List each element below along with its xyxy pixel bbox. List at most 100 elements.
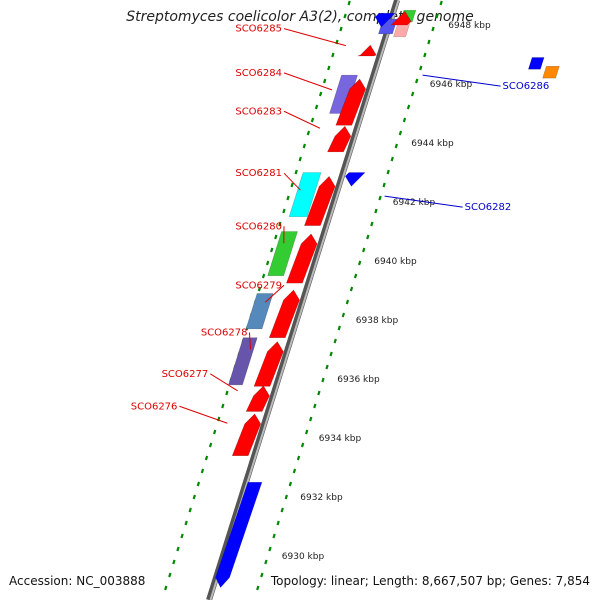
left-dotted-strand xyxy=(265,260,270,266)
left-dotted-strand xyxy=(306,130,311,136)
gene-SCO6284 xyxy=(335,78,367,126)
left-dotted-strand xyxy=(164,585,168,591)
left-label-leader xyxy=(283,28,346,47)
tick-label: 6948 kbp xyxy=(448,21,491,31)
left-dotted-strand xyxy=(180,533,184,539)
gene-gene-top-red xyxy=(390,10,412,26)
tick-label: 6934 kbp xyxy=(319,434,362,444)
left-dotted-strand xyxy=(221,403,225,409)
right-dotted-strand xyxy=(410,91,415,97)
right-dotted-strand xyxy=(280,507,284,513)
gene-label-left: SCO6278 xyxy=(201,328,248,339)
gene-label-left: SCO6276 xyxy=(131,401,178,412)
gene-SCO6282 xyxy=(344,172,366,187)
right-dotted-strand xyxy=(366,234,370,240)
right-dotted-strand xyxy=(296,455,301,461)
left-dotted-strand xyxy=(172,559,176,565)
right-dotted-strand xyxy=(268,546,272,552)
left-dotted-strand xyxy=(331,52,335,58)
gene-SCO6279 xyxy=(268,289,300,339)
right-dotted-strand xyxy=(300,442,305,448)
gene-label-left: SCO6285 xyxy=(235,24,282,35)
gene-SCO6280 xyxy=(285,233,318,284)
left-label-leader xyxy=(283,72,333,91)
left-dotted-strand xyxy=(196,481,201,487)
gene-label-left: SCO6283 xyxy=(235,106,282,117)
left-dotted-strand xyxy=(339,26,343,32)
left-dotted-strand xyxy=(302,143,307,149)
right-dotted-strand xyxy=(341,312,346,318)
feature-SCO6286-rev xyxy=(527,57,545,70)
left-dotted-strand xyxy=(200,468,205,474)
right-dotted-strand xyxy=(415,78,419,84)
gene-SCO6277 xyxy=(245,385,270,412)
left-dotted-strand xyxy=(168,572,172,578)
right-dotted-strand xyxy=(390,156,394,162)
gene-SCO6285 xyxy=(357,44,377,57)
left-label-leader xyxy=(283,110,321,129)
left-dotted-strand xyxy=(318,91,323,97)
right-dotted-strand xyxy=(317,390,321,396)
backbone-line xyxy=(209,0,400,600)
right-dotted-strand xyxy=(345,299,350,305)
left-dotted-strand xyxy=(270,247,274,253)
right-dotted-strand xyxy=(357,260,362,266)
right-dotted-strand xyxy=(398,130,403,136)
right-dotted-strand xyxy=(439,0,443,6)
tick-label: 6932 kbp xyxy=(300,493,343,503)
right-dotted-strand xyxy=(256,585,260,591)
right-dotted-strand xyxy=(402,117,407,123)
right-dotted-strand xyxy=(284,494,288,500)
gene-label-left: SCO6284 xyxy=(235,68,282,79)
right-dotted-strand xyxy=(304,429,309,435)
tick-label: 6942 kbp xyxy=(393,198,436,208)
right-dotted-strand xyxy=(423,52,427,58)
right-dotted-strand xyxy=(435,13,439,19)
tick-label: 6936 kbp xyxy=(337,375,380,385)
left-dotted-strand xyxy=(261,273,266,279)
right-dotted-strand xyxy=(260,572,264,578)
left-dotted-strand xyxy=(192,494,196,500)
left-dotted-strand xyxy=(327,65,331,71)
gene-label-left: SCO6277 xyxy=(162,369,209,380)
right-dotted-strand xyxy=(378,195,382,201)
tick-label: 6938 kbp xyxy=(356,316,399,326)
right-dotted-strand xyxy=(325,364,329,370)
feature-SCO6284-domain xyxy=(329,74,358,114)
left-dotted-strand xyxy=(282,208,286,214)
gene-SCO6276 xyxy=(231,413,262,457)
feature-SCO6286 xyxy=(542,66,560,79)
left-dotted-strand xyxy=(286,195,290,201)
gene-label-left: SCO6280 xyxy=(235,221,282,232)
right-dotted-strand xyxy=(394,143,399,149)
left-dotted-strand xyxy=(184,520,188,526)
left-dotted-strand xyxy=(323,78,327,84)
gene-label-left: SCO6279 xyxy=(235,280,282,291)
left-dotted-strand xyxy=(225,390,229,396)
tick-label: 6930 kbp xyxy=(282,552,325,562)
left-label-leader xyxy=(179,405,228,424)
left-dotted-strand xyxy=(188,507,192,513)
right-dotted-strand xyxy=(333,338,337,344)
genome-summary-text: Topology: linear; Length: 8,667,507 bp; … xyxy=(270,574,590,588)
right-label-leader xyxy=(384,195,463,208)
feature-SCO6280-domain xyxy=(267,231,298,277)
right-dotted-strand xyxy=(431,26,435,32)
left-dotted-strand xyxy=(347,0,351,6)
feature-SCO6279-domain xyxy=(245,293,274,330)
right-dotted-strand xyxy=(337,325,341,331)
left-dotted-strand xyxy=(290,182,294,188)
left-dotted-strand xyxy=(314,104,319,110)
left-dotted-strand xyxy=(274,234,278,240)
backbone-shadow xyxy=(206,0,400,600)
gene-gene-top-blue xyxy=(374,12,396,28)
left-dotted-strand xyxy=(343,13,347,19)
right-dotted-strand xyxy=(292,468,297,474)
right-dotted-strand xyxy=(362,247,366,253)
feature-SCO6278-domain xyxy=(228,337,258,386)
right-dotted-strand xyxy=(419,65,423,71)
left-dotted-strand xyxy=(212,429,217,435)
right-dotted-strand xyxy=(313,403,317,409)
right-label-leader xyxy=(422,74,501,87)
